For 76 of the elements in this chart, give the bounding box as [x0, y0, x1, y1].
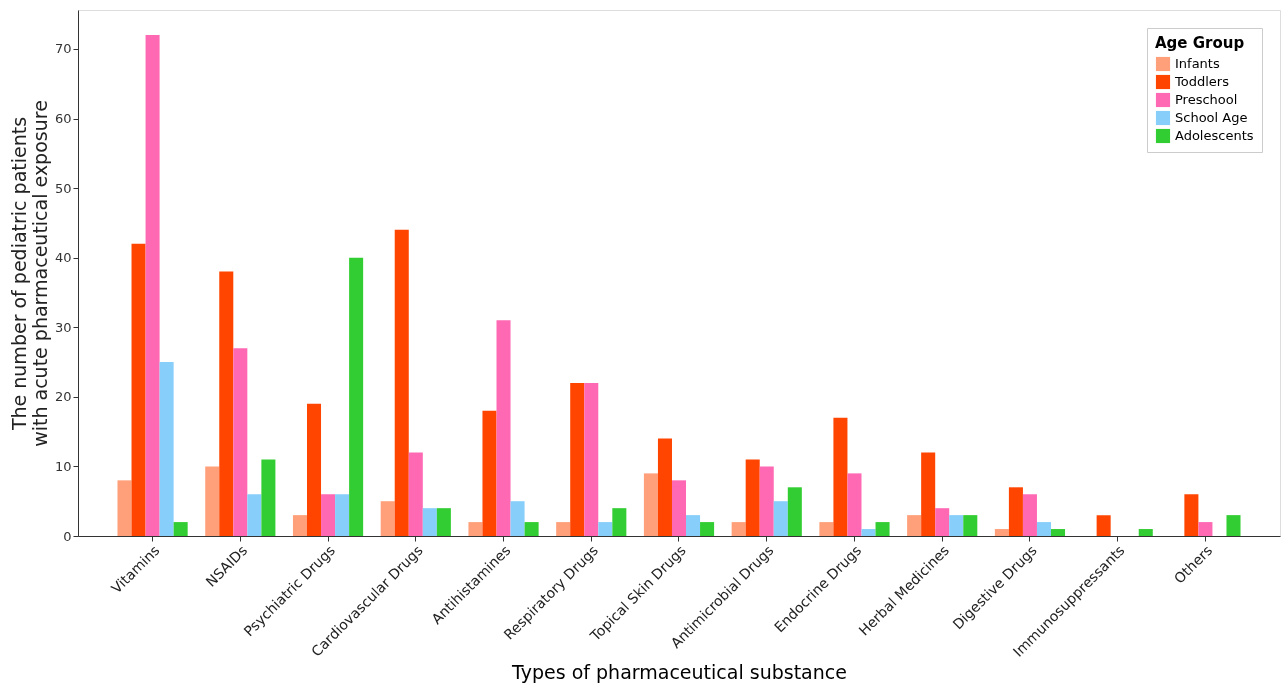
y-tick-label: 60 — [54, 111, 72, 127]
bar — [173, 522, 188, 536]
bar — [921, 452, 936, 536]
bar — [1184, 494, 1199, 536]
bar — [292, 515, 307, 536]
bar — [773, 501, 788, 536]
bar — [875, 522, 890, 536]
bar — [1051, 529, 1066, 536]
y-tick-label: 70 — [54, 41, 72, 57]
bar — [1022, 494, 1037, 536]
bar — [994, 529, 1009, 536]
y-tick-label: 10 — [54, 458, 72, 474]
bar — [380, 501, 395, 536]
bar — [408, 452, 423, 536]
bar — [1036, 522, 1052, 536]
bar — [935, 508, 950, 536]
bar — [643, 473, 658, 536]
bar — [436, 508, 451, 536]
bar — [117, 480, 132, 536]
bar — [422, 508, 437, 536]
bar — [731, 522, 746, 536]
bar — [1096, 515, 1111, 536]
bar — [1138, 529, 1153, 536]
bar — [1226, 515, 1241, 536]
bar — [570, 382, 585, 536]
bar — [145, 35, 160, 536]
legend-label: Adolescents — [1175, 128, 1254, 143]
bar — [247, 494, 262, 536]
bar — [759, 466, 774, 536]
bar — [205, 466, 220, 536]
bar — [468, 522, 483, 536]
bar — [482, 410, 497, 536]
bar — [1198, 522, 1213, 536]
bar — [1008, 487, 1023, 536]
bar — [394, 229, 409, 536]
y-tick-label: 50 — [54, 180, 72, 196]
y-tick-label: 0 — [63, 528, 72, 544]
bar — [907, 515, 922, 536]
y-axis-title: The number of pediatric patients with acute pharmaceutical exposure — [7, 100, 51, 447]
y-tick-label: 20 — [54, 389, 72, 405]
bar — [219, 271, 234, 536]
legend-label: Toddlers — [1174, 74, 1230, 89]
bar — [671, 480, 687, 536]
bar — [233, 348, 248, 536]
y-tick-label: 30 — [54, 319, 72, 335]
legend-label: School Age — [1175, 110, 1248, 125]
bar — [963, 515, 978, 536]
bar — [612, 508, 627, 536]
bar — [335, 494, 350, 536]
bar — [349, 257, 364, 536]
legend-label: Preschool — [1175, 92, 1238, 107]
bar — [847, 473, 862, 536]
bar — [321, 494, 336, 536]
bar — [657, 438, 672, 536]
legend-title: Age Group — [1155, 34, 1245, 52]
bar — [159, 362, 174, 536]
bar — [556, 522, 571, 536]
bar — [745, 459, 760, 536]
x-axis-title: Types of pharmaceutical substance — [511, 660, 847, 683]
bar — [306, 403, 322, 536]
bar — [949, 515, 964, 536]
bar — [131, 243, 146, 536]
bar — [833, 417, 848, 536]
y-tick-label: 40 — [54, 250, 72, 266]
bar — [510, 501, 525, 536]
bar — [819, 522, 834, 536]
bar — [598, 522, 613, 536]
bar — [496, 320, 511, 536]
bar — [261, 459, 276, 536]
bar — [700, 522, 715, 536]
bar — [584, 382, 599, 536]
bar — [861, 529, 876, 536]
bar — [686, 515, 701, 536]
bar — [524, 522, 539, 536]
bar — [787, 487, 802, 536]
legend-label: Infants — [1175, 56, 1220, 71]
